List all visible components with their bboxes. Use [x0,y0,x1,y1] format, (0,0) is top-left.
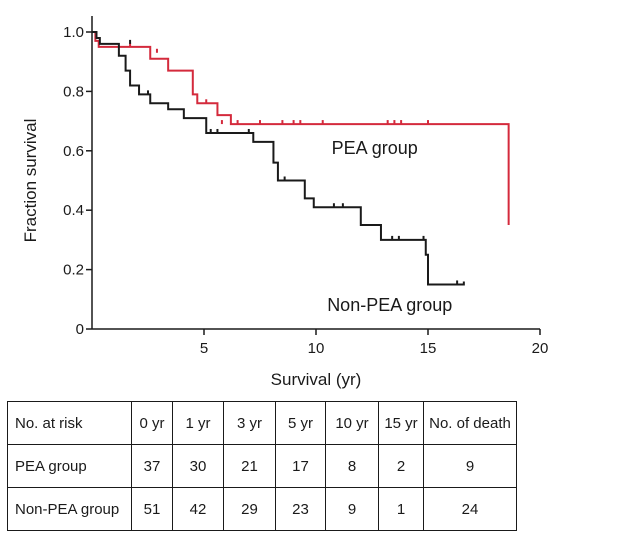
risk-header-cell: 10 yr [325,401,379,445]
risk-cell: 8 [325,444,379,488]
risk-cell: 51 [131,487,173,531]
x-axis-title: Survival (yr) [271,370,362,389]
risk-header-cell: 0 yr [131,401,173,445]
annotation-non-pea-group: Non-PEA group [327,295,452,315]
risk-cell: 23 [275,487,326,531]
annotation-pea-group: PEA group [332,138,418,158]
chart-labels: Survival (yr) Fraction survival PEA group N… [21,119,452,389]
series-line-non-pea-group [92,31,465,286]
risk-cell: 24 [423,487,517,531]
risk-cell: 42 [172,487,224,531]
y-tick-label: 0.4 [63,202,84,219]
risk-cell: 9 [325,487,379,531]
risk-table-header: No. at risk 0 yr 1 yr 3 yr 5 yr 10 yr 15… [7,401,517,445]
survival-chart: 5 10 15 20 0 0.2 0.4 0.6 0.8 1.0 Survival (yr) Fra… [21,16,548,389]
risk-row-label: PEA group [7,444,132,488]
risk-header-cell: 1 yr [172,401,224,445]
y-tick-label: 0.2 [63,262,84,279]
chart-series [92,31,510,286]
risk-cell: 17 [275,444,326,488]
y-axis-title: Fraction survival [21,119,40,243]
risk-cell: 21 [223,444,276,488]
risk-header-cell: No. of death [423,401,517,445]
chart-axes: 5 10 15 20 0 0.2 0.4 0.6 0.8 1.0 [63,16,548,357]
risk-header-cell: 15 yr [378,401,424,445]
y-tick-label: 0.6 [63,143,84,160]
risk-row-non-pea: Non-PEA group 51 42 29 23 9 1 24 [7,487,517,531]
x-tick-label: 20 [532,340,549,357]
risk-cell: 9 [423,444,517,488]
risk-header-cell: 5 yr [275,401,326,445]
y-tick-label: 0.8 [63,83,84,100]
risk-cell: 1 [378,487,424,531]
y-tick-label: 0 [76,321,84,338]
risk-header-cell: No. at risk [7,401,132,445]
x-tick-label: 15 [420,340,437,357]
series-line-pea-group [92,31,510,226]
risk-cell: 2 [378,444,424,488]
risk-row-pea: PEA group 37 30 21 17 8 2 9 [7,444,517,488]
x-tick-label: 5 [200,340,208,357]
risk-row-label: Non-PEA group [7,487,132,531]
risk-table: No. at risk 0 yr 1 yr 3 yr 5 yr 10 yr 15… [7,401,517,531]
risk-header-cell: 3 yr [223,401,276,445]
y-tick-label: 1.0 [63,24,84,41]
risk-cell: 37 [131,444,173,488]
risk-cell: 30 [172,444,224,488]
x-tick-label: 10 [308,340,325,357]
risk-cell: 29 [223,487,276,531]
